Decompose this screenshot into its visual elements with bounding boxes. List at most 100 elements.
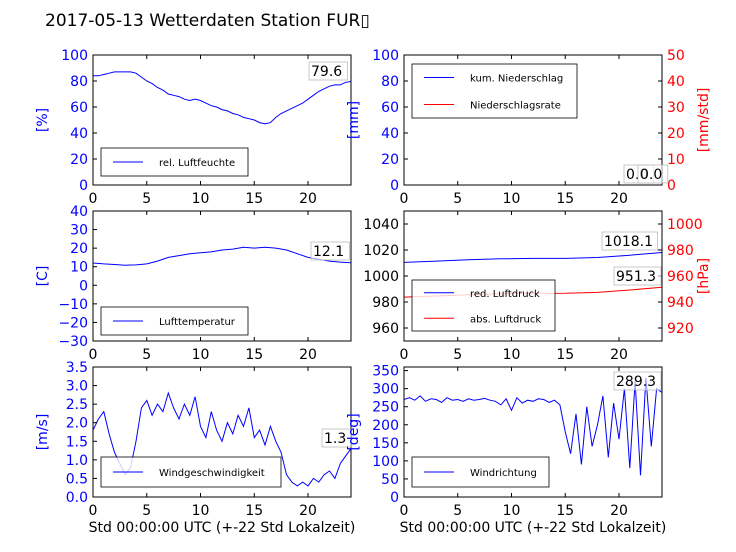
last-value-label: 1018.1 [604, 234, 653, 250]
y-tick-label: 40 [381, 126, 399, 142]
y-tick-label: 0.5 [66, 471, 88, 487]
y-right-tick-label: 960 [667, 269, 694, 285]
last-value-label: 79.6 [311, 64, 342, 80]
y-axis-label-right: [mm/std] [696, 88, 712, 153]
subplot-1: 0 5 10 15 20 0 20 40 60 80 100 [%] rel. Luftfeuchte 7… [35, 48, 352, 207]
x-tick-label: 20 [610, 191, 628, 207]
legend-entry: red. Luftdruck [470, 289, 540, 300]
y-right-tick-label: 940 [667, 295, 694, 311]
y-tick-label: 3.0 [66, 379, 88, 395]
legend-entry: rel. Luftfeuchte [159, 158, 235, 169]
y-tick-label: 300 [372, 382, 399, 398]
y-tick-label: −30 [58, 334, 88, 350]
legend: kum. Niederschlag Niederschlagsrate [411, 63, 578, 119]
y-tick-label: 30 [70, 223, 88, 239]
y-right-tick-label: 20 [667, 126, 685, 142]
y-tick-label: −10 [58, 297, 88, 313]
x-tick-label: 15 [245, 191, 263, 207]
x-tick-label: 0 [89, 191, 98, 207]
y-right-tick-label: 40 [667, 74, 685, 90]
y-tick-label: 10 [70, 260, 88, 276]
legend-box [411, 63, 578, 119]
legend: Windrichtung [411, 456, 550, 488]
y-tick-label: 0 [79, 278, 88, 294]
legend: rel. Luftfeuchte [100, 147, 249, 177]
y-tick-label: 20 [381, 152, 399, 168]
y-tick-label: −20 [58, 315, 88, 331]
series-line-1 [93, 71, 351, 125]
legend: Windgeschwindigkeit [100, 456, 282, 488]
y-tick-label: 2.0 [66, 416, 88, 432]
last-value-box [321, 428, 353, 448]
y-tick-label: 0.0 [66, 490, 88, 506]
x-tick-label: 15 [556, 503, 574, 519]
last-value-label: 1.3 [324, 431, 346, 447]
plot-frame [403, 54, 663, 186]
x-tick-label: 15 [245, 503, 263, 519]
y-tick-label: 80 [70, 74, 88, 90]
legend-entry: kum. Niederschlag [470, 74, 563, 85]
x-tick-label: 0 [89, 347, 98, 363]
x-tick-label: 5 [453, 191, 462, 207]
subplot-2: 0 5 10 15 20 0 20 40 60 80 100 [mm] 0 10 20 30 40 50 [mm/s… [346, 48, 712, 207]
legend: Lufttemperatur [100, 306, 249, 336]
x-tick-label: 10 [503, 191, 521, 207]
x-tick-label: 10 [503, 347, 521, 363]
x-tick-label: 5 [453, 503, 462, 519]
y-tick-label: 3.5 [66, 360, 88, 376]
x-tick-label: 0 [400, 347, 409, 363]
x-axis-label: Std 00:00:00 UTC (+-22 Std Lokalzeit) [89, 520, 356, 536]
y-axis-label: [mm] [346, 101, 362, 139]
last-value-box [308, 61, 348, 81]
y-right-tick-label: 30 [667, 100, 685, 116]
y-tick-label: 1020 [363, 243, 399, 259]
y-right-tick-label: 10 [667, 152, 685, 168]
y-tick-label: 1.5 [66, 434, 88, 450]
y-tick-label: 980 [372, 295, 399, 311]
x-tick-label: 10 [192, 347, 210, 363]
y-tick-label: 40 [70, 126, 88, 142]
y-tick-label: 0 [79, 178, 88, 194]
y-axis-label: [C] [35, 266, 51, 287]
x-tick-label: 5 [142, 191, 151, 207]
series-line-1 [404, 252, 662, 263]
y-tick-label: 150 [372, 436, 399, 452]
last-value-label: 289.3 [616, 374, 656, 390]
y-tick-label: 50 [381, 472, 399, 488]
last-value-label: 12.1 [313, 244, 344, 260]
x-tick-label: 0 [400, 191, 409, 207]
legend-entry: abs. Luftdruck [470, 314, 541, 325]
x-tick-label: 0 [89, 503, 98, 519]
last-value-box [310, 241, 350, 261]
x-tick-label: 0 [400, 503, 409, 519]
y-right-tick-label: 50 [667, 48, 685, 64]
last-value-box [637, 164, 669, 184]
x-tick-label: 5 [453, 347, 462, 363]
series-line-1 [93, 246, 351, 266]
series-line-1 [404, 377, 662, 476]
x-tick-label: 10 [503, 503, 521, 519]
figure-title: 2017-05-13 Wetterdaten Station FUR▯ [45, 11, 370, 31]
y-right-tick-label: 920 [667, 321, 694, 337]
legend-entry: Niederschlagsrate [470, 101, 561, 112]
y-tick-label: 20 [70, 152, 88, 168]
y-tick-label: 350 [372, 364, 399, 380]
subplot-5: 0 5 10 15 20 0.0 0.5 1.0 1.5 2.0 2.5 3.0 3.5 [m/s] Std… [35, 360, 355, 536]
y-right-tick-label: 0 [667, 178, 676, 194]
plot-frame [403, 366, 663, 498]
x-tick-label: 5 [142, 347, 151, 363]
y-tick-label: 0 [390, 490, 399, 506]
last-value-box [613, 371, 662, 391]
y-tick-label: 40 [70, 204, 88, 220]
x-tick-label: 20 [299, 191, 317, 207]
x-tick-label: 10 [192, 503, 210, 519]
y-tick-label: 100 [61, 48, 88, 64]
x-tick-label: 20 [610, 347, 628, 363]
y-tick-label: 0 [390, 178, 399, 194]
x-tick-label: 10 [192, 191, 210, 207]
y-tick-label: 1000 [363, 269, 399, 285]
legend-box [411, 279, 556, 332]
x-tick-label: 15 [245, 347, 263, 363]
